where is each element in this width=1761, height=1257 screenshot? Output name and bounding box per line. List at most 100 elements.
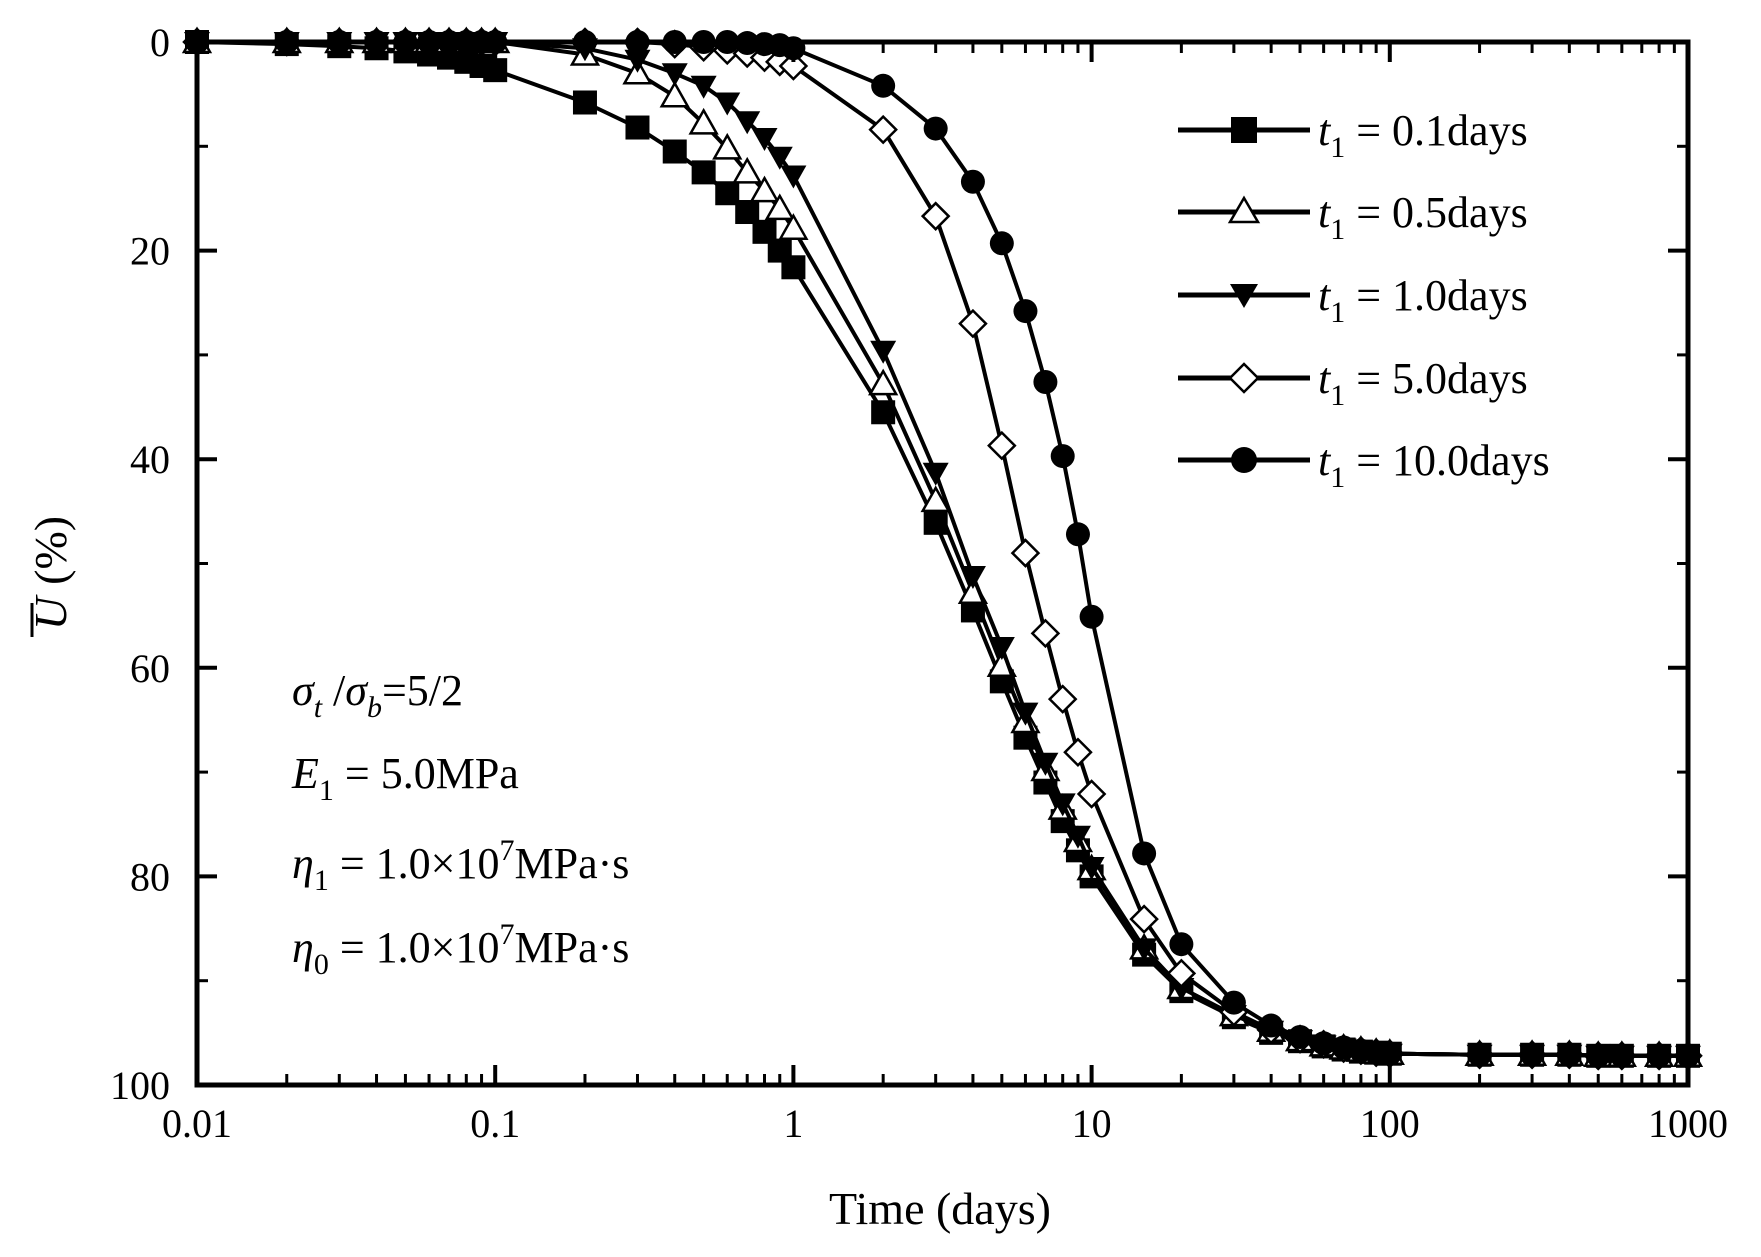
data-point xyxy=(781,255,806,280)
data-point xyxy=(1311,1031,1336,1056)
y-tick-label: 20 xyxy=(130,229,170,274)
data-point xyxy=(1259,1013,1284,1038)
data-point xyxy=(1050,444,1075,469)
x-tick-label: 0.01 xyxy=(162,1101,232,1146)
data-point xyxy=(624,49,651,73)
annotation-eta1: η1 = 1.0×107MPa·s xyxy=(292,834,629,897)
data-point xyxy=(690,75,717,99)
data-point xyxy=(1012,702,1039,726)
legend-item-0: t1 = 0.1days xyxy=(1178,106,1528,164)
data-point xyxy=(1647,1043,1672,1068)
legend-item-3: t1 = 5.0days xyxy=(1178,354,1528,412)
x-tick-label: 100 xyxy=(1360,1101,1420,1146)
data-point xyxy=(922,462,949,486)
data-point xyxy=(871,73,896,98)
data-point xyxy=(712,132,743,160)
data-point xyxy=(1609,1043,1634,1068)
data-point xyxy=(987,430,1017,461)
svg-text:t1 = 0.1days: t1 = 0.1days xyxy=(1318,106,1528,164)
data-point xyxy=(734,111,761,135)
data-point xyxy=(988,636,1015,660)
data-point xyxy=(1063,737,1093,768)
data-point xyxy=(1129,904,1159,934)
data-point xyxy=(691,160,716,185)
data-point xyxy=(625,115,650,140)
svg-text:t1 = 0.5days: t1 = 0.5days xyxy=(1318,188,1528,246)
annotation-e1: E1 = 5.0MPa xyxy=(291,749,519,807)
data-point xyxy=(714,92,741,116)
data-point xyxy=(1168,978,1195,1002)
data-point xyxy=(989,231,1014,256)
parameter-annotations: σt /σb=5/2 E1 = 5.0MPa η1 = 1.0×107MPa·s… xyxy=(291,666,629,981)
data-point xyxy=(1065,522,1090,547)
x-tick-label: 1 xyxy=(783,1101,803,1146)
data-point xyxy=(688,107,719,135)
data-point xyxy=(1467,1042,1492,1067)
data-point xyxy=(766,146,793,170)
x-tick-label: 10 xyxy=(1072,1101,1112,1146)
data-point xyxy=(1032,752,1059,776)
data-point xyxy=(1221,990,1246,1015)
y-tick-label: 80 xyxy=(130,854,170,899)
data-point xyxy=(1169,932,1194,957)
x-tick-label: 0.1 xyxy=(470,1101,520,1146)
data-point xyxy=(1586,1043,1611,1068)
y-tick-label: 100 xyxy=(110,1063,170,1108)
data-point xyxy=(1064,825,1091,849)
svg-text:t1 = 10.0days: t1 = 10.0days xyxy=(1318,436,1550,494)
data-point xyxy=(1030,618,1061,649)
data-point xyxy=(780,165,807,189)
y-axis-unit: (%) xyxy=(25,516,76,585)
svg-text:t1 = 5.0days: t1 = 5.0days xyxy=(1318,354,1528,412)
svg-text:U(%): U(%) xyxy=(25,516,76,630)
y-tick-label: 40 xyxy=(130,437,170,482)
data-point xyxy=(923,116,948,141)
data-point xyxy=(958,308,988,339)
data-point xyxy=(868,368,899,396)
data-point xyxy=(1377,1041,1402,1066)
data-point xyxy=(959,566,986,590)
annotation-eta0: η0 = 1.0×107MPa·s xyxy=(292,918,629,981)
data-point xyxy=(572,90,597,115)
data-point xyxy=(1520,1042,1545,1067)
y-tick-label: 0 xyxy=(150,20,170,65)
data-point xyxy=(1557,1042,1582,1067)
data-point xyxy=(1047,684,1078,714)
data-point xyxy=(868,114,898,145)
legend-item-4: t1 = 10.0days xyxy=(1178,436,1550,494)
data-point xyxy=(1076,779,1107,809)
data-point xyxy=(749,175,780,203)
annotation-stress-ratio: σt /σb=5/2 xyxy=(292,666,463,724)
data-point xyxy=(483,58,508,83)
data-point xyxy=(1049,793,1076,817)
data-point xyxy=(960,169,985,194)
data-point xyxy=(1166,958,1197,989)
x-tick-label: 1000 xyxy=(1648,1101,1728,1146)
data-point xyxy=(778,213,809,240)
data-point xyxy=(751,127,778,151)
data-point xyxy=(1132,841,1157,866)
data-point xyxy=(1131,938,1158,962)
y-tick-label: 60 xyxy=(130,646,170,691)
y-axis-label: U(%) xyxy=(25,516,76,637)
svg-text:t1 = 1.0days: t1 = 1.0days xyxy=(1318,271,1528,329)
data-point xyxy=(659,80,690,108)
data-point xyxy=(732,156,763,184)
legend: t1 = 0.1days t1 = 0.5days t1 = 1.0days t… xyxy=(1178,106,1550,494)
data-point xyxy=(1079,604,1104,629)
data-point xyxy=(1013,299,1038,324)
data-point xyxy=(1010,538,1041,568)
data-point xyxy=(1078,857,1105,881)
legend-item-2: t1 = 1.0days xyxy=(1178,271,1528,329)
data-point xyxy=(662,139,687,164)
tick-labels: 0.01 0.1 1 10 100 1000 0 20 40 60 80 100 xyxy=(110,20,1728,1146)
data-point xyxy=(1033,370,1058,395)
legend-item-1: t1 = 0.5days xyxy=(1178,188,1528,246)
x-axis-label: Time (days) xyxy=(829,1183,1051,1234)
data-point xyxy=(661,63,688,87)
axis-ticks xyxy=(195,40,1690,1087)
data-point xyxy=(920,485,951,513)
data-point xyxy=(920,201,951,231)
data-point xyxy=(764,193,795,221)
